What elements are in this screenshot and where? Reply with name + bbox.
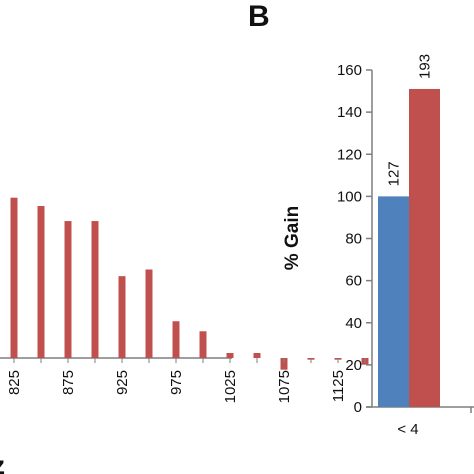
panel-b-bars: 127 193 (378, 54, 440, 408)
panel-b-y-tick-label: 140 (337, 104, 362, 121)
panel-a-chart: 8258759259751025107511251175 z (0, 197, 423, 474)
panel-a-bar (91, 221, 99, 358)
panel-b-y-tick-label: 0 (354, 399, 362, 416)
panel-a-x-tick-label: 1075 (276, 370, 293, 403)
panel-a-bar (226, 352, 234, 358)
panel-b-y-tick-label: 160 (337, 62, 362, 79)
panel-a-x-tick-label: 975 (168, 370, 185, 395)
panel-b-y-tick-label: 20 (345, 357, 362, 374)
panel-a-x-tick-label: 1125 (330, 370, 347, 402)
panel-b-y-ticks: 0 20 40 60 80 100 120 140 160 (337, 62, 372, 416)
panel-b-data-label: 193 (417, 54, 434, 79)
panel-b-y-tick-label: 40 (345, 315, 362, 332)
panel-a-x-ticks: 8258759259751025107511251175 (6, 358, 420, 403)
panel-b-bar (378, 196, 409, 407)
panel-a-x-tick-label: 825 (6, 370, 23, 395)
panel-b-x-tick-label: < 4 (397, 421, 418, 438)
panel-b-y-tick-label: 100 (337, 188, 362, 205)
panel-a-bar (64, 221, 72, 358)
panel-b-y-tick-label: 120 (337, 146, 362, 163)
panel-b-letter: B (248, 0, 270, 33)
panel-a-bar (172, 321, 180, 358)
panel-b-y-tick-label: 60 (345, 273, 362, 290)
panel-a-bar (37, 206, 45, 358)
panel-a-x-tick-label: 875 (60, 370, 77, 395)
panel-a-bar (118, 276, 126, 358)
panel-a-x-tick-label: 925 (114, 370, 131, 395)
panel-b-x-ticks: < 4 (397, 407, 472, 438)
panel-a-bar (253, 352, 261, 358)
panel-b-bar (409, 88, 440, 408)
panel-a-bar (10, 197, 18, 358)
panel-b-y-tick-label: 80 (345, 231, 362, 248)
panel-a-bar (145, 269, 153, 358)
panel-b-y-axis-label: % Gain (282, 206, 303, 270)
panel-a-x-axis-label: z (0, 450, 5, 474)
panel-a-bar (280, 358, 288, 370)
panel-b-data-label: 127 (386, 161, 403, 186)
panel-a-x-tick-label: 1025 (222, 370, 239, 403)
panel-b-chart: B 0 20 40 60 80 100 120 140 160 127 193 < 4 % Gai… (248, 0, 474, 438)
panel-a-bar (199, 331, 207, 358)
